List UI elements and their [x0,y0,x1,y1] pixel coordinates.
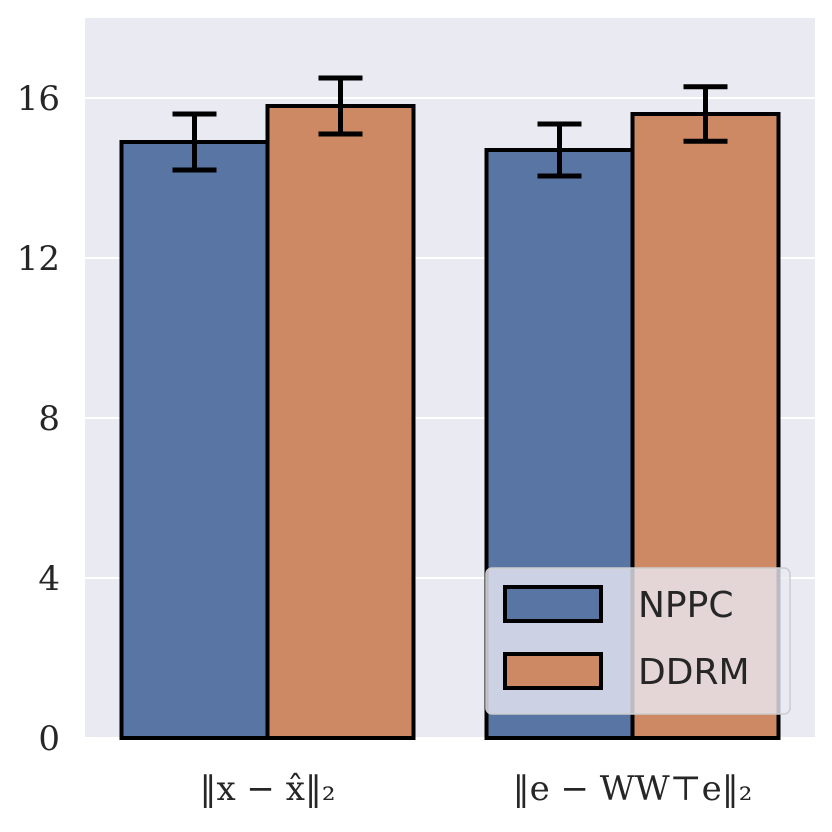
x-tick-labels: ‖x − x̂‖₂ ‖e − WW⊤e‖₂ [199,769,752,809]
legend-label-nppc: NPPC [638,585,733,626]
y-tick-label: 16 [17,79,60,119]
y-tick-label: 12 [17,239,60,279]
x-tick-label: ‖e − WW⊤e‖₂ [513,769,753,809]
y-tick-labels: 0 4 8 12 16 [17,79,60,759]
y-tick-label: 0 [38,719,60,759]
legend-swatch-nppc [503,585,603,623]
y-tick-label: 4 [38,559,60,599]
y-tick-label: 8 [38,399,60,439]
bar-ddrm-0 [265,104,416,740]
error-bars [172,75,728,179]
bar-nppc-0 [119,140,270,740]
legend-label-ddrm: DDRM [638,652,750,693]
legend-swatch-ddrm [503,652,603,690]
x-tick-label: ‖x − x̂‖₂ [199,769,335,809]
legend: NPPC DDRM [485,567,791,715]
